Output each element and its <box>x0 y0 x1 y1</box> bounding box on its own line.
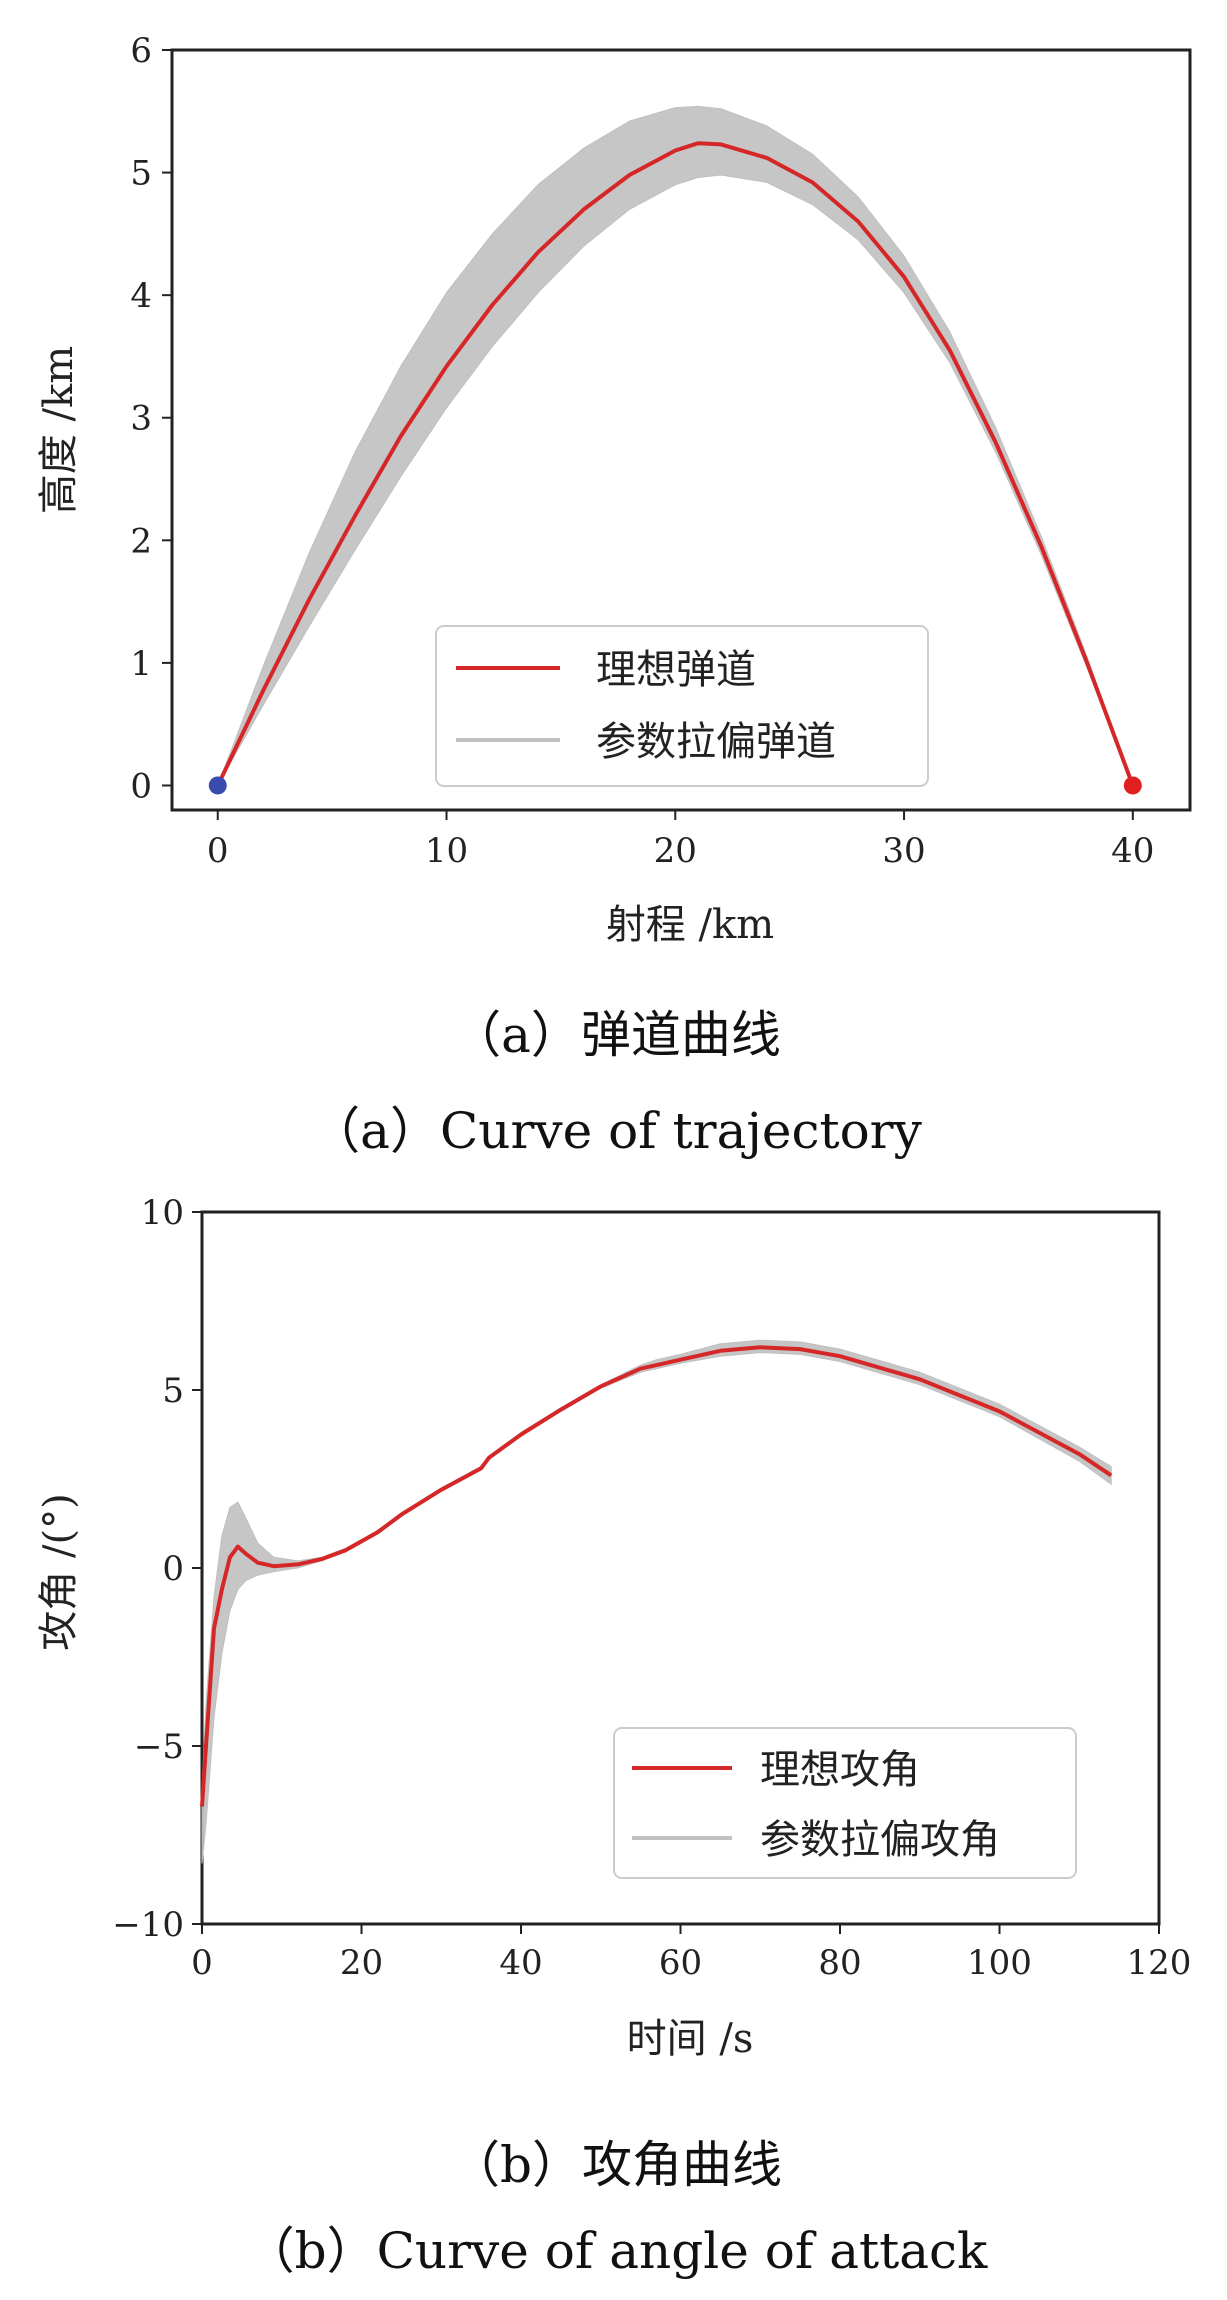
x-tick-label-b: 40 <box>499 1943 542 1983</box>
caption-en-a: （a）Curve of trajectory <box>310 1102 922 1160</box>
y-tick-label-b: 0 <box>162 1549 184 1589</box>
x-tick-label-b: 120 <box>1127 1943 1192 1983</box>
y-tick-label-b: −10 <box>112 1905 184 1945</box>
y-axis-label-b: 攻角 /(°) <box>36 1493 82 1650</box>
y-tick-label-a: 0 <box>130 766 152 806</box>
ideal-line-path-b <box>200 1345 1113 1807</box>
x-tick-label-b: 60 <box>659 1943 702 1983</box>
caption-cn-a: （a）弹道曲线 <box>451 1006 781 1064</box>
legend-label-ideal-b: 理想攻角 <box>760 1747 920 1793</box>
y-tick-label-b: −5 <box>134 1727 184 1767</box>
end-marker-a <box>1123 776 1142 795</box>
x-tick-label-b: 0 <box>191 1943 213 1983</box>
x-axis-label-a: 射程 /km <box>606 902 774 948</box>
x-tick-label-b: 100 <box>967 1943 1032 1983</box>
caption-cn-b: （b）攻角曲线 <box>450 2136 782 2194</box>
y-axis-label-a: 高度 /km <box>36 346 82 514</box>
caption-en-b: （b）Curve of angle of attack <box>245 2222 988 2280</box>
plot-frame-a <box>170 48 1192 812</box>
x-tick-label-b: 80 <box>818 1943 861 1983</box>
y-ticks-b: 10 5 0 −5 −10 <box>112 1193 202 1945</box>
y-tick-label-a: 1 <box>130 644 152 684</box>
y-ticks-a: 0 1 2 3 4 5 6 <box>130 31 172 806</box>
y-tick-label-b: 5 <box>162 1371 184 1411</box>
y-tick-label-a: 4 <box>130 276 152 316</box>
start-marker-a <box>208 776 227 795</box>
y-tick-label-b: 10 <box>141 1193 184 1233</box>
x-ticks-b: 0 20 40 60 80 100 120 <box>191 1924 1191 1983</box>
ideal-line-a <box>215 141 1135 787</box>
y-tick-label-a: 3 <box>130 399 152 439</box>
x-tick-label-a: 10 <box>425 831 468 871</box>
x-ticks-a: 0 10 20 30 40 <box>207 810 1154 871</box>
x-tick-label-a: 40 <box>1111 831 1154 871</box>
ideal-line-b <box>200 1345 1113 1807</box>
x-tick-label-a: 0 <box>207 831 229 871</box>
legend-label-ideal-a: 理想弹道 <box>596 647 756 693</box>
y-tick-label-a: 5 <box>130 154 152 194</box>
legend-a: 理想弹道 参数拉偏弹道 <box>435 625 929 787</box>
x-tick-label-a: 20 <box>654 831 697 871</box>
ideal-line-path-a <box>215 141 1135 787</box>
x-tick-label-a: 30 <box>882 831 925 871</box>
x-axis-label-b: 时间 /s <box>627 2016 754 2062</box>
panel-a: 0 10 20 30 40 0 1 2 3 4 5 6 射程 /km 高度 /km 理想弹道 参数拉… <box>36 31 1192 1160</box>
x-tick-label-b: 20 <box>340 1943 383 1983</box>
legend-box-b <box>613 1727 1077 1879</box>
legend-label-deviation-b: 参数拉偏攻角 <box>760 1817 1000 1863</box>
y-tick-label-a: 2 <box>130 521 152 561</box>
legend-label-deviation-a: 参数拉偏弹道 <box>596 719 836 765</box>
endpoint-markers-a <box>208 776 1142 795</box>
legend-b: 理想攻角 参数拉偏攻角 <box>613 1727 1077 1879</box>
y-tick-label-a: 6 <box>130 31 152 71</box>
